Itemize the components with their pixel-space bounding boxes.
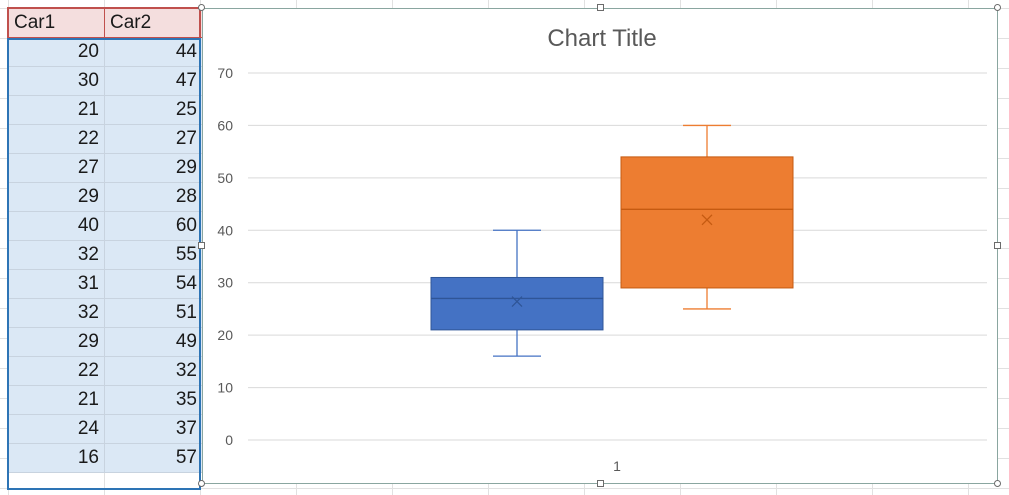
cell-car2[interactable]: 51 <box>104 298 203 328</box>
table-row: 27 29 <box>8 153 203 183</box>
cell-car1[interactable]: 32 <box>8 298 105 328</box>
y-tick-label: 40 <box>217 222 233 238</box>
cell-car1[interactable]: 24 <box>8 414 105 444</box>
cell-car2[interactable]: 60 <box>104 211 203 241</box>
box-series-2[interactable] <box>620 124 794 310</box>
table-row: 32 51 <box>8 298 203 328</box>
cell-car2[interactable]: 47 <box>104 66 203 96</box>
y-tick-label: 60 <box>217 117 233 133</box>
table-row: 22 32 <box>8 356 203 386</box>
table-row: 24 37 <box>8 414 203 444</box>
resize-handle-bottom[interactable] <box>597 480 604 487</box>
table-row: 29 28 <box>8 182 203 212</box>
cell-car1[interactable]: 29 <box>8 182 105 212</box>
box[interactable] <box>620 156 794 289</box>
cell-car1[interactable]: 32 <box>8 240 105 270</box>
cell-car2[interactable]: 27 <box>104 124 203 154</box>
resize-handle-top-left[interactable] <box>198 4 205 11</box>
cell-car1[interactable]: 30 <box>8 66 105 96</box>
cell-car2[interactable]: 37 <box>104 414 203 444</box>
column-header-car1[interactable]: Car1 <box>8 8 105 38</box>
mean-marker <box>511 296 523 308</box>
cell-car2[interactable]: 32 <box>104 356 203 386</box>
table-row: 29 49 <box>8 327 203 357</box>
cell-car2[interactable]: 44 <box>104 37 203 67</box>
y-tick-label: 70 <box>217 65 233 81</box>
cell-car2[interactable]: 49 <box>104 327 203 357</box>
cell-car1[interactable]: 21 <box>8 385 105 415</box>
cell-car2[interactable]: 29 <box>104 153 203 183</box>
cell-car2[interactable]: 55 <box>104 240 203 270</box>
table-row: 21 25 <box>8 95 203 125</box>
box[interactable] <box>430 276 604 331</box>
cell-car1[interactable]: 16 <box>8 443 105 473</box>
table-row: 40 60 <box>8 211 203 241</box>
cell-car2[interactable]: 28 <box>104 182 203 212</box>
data-table: Car1 Car2 20 44 30 47 21 25 22 27 27 29 29 28 40 60 32… <box>8 8 203 473</box>
table-row: 16 57 <box>8 443 203 473</box>
cell-car1[interactable]: 20 <box>8 37 105 67</box>
y-tick-label: 30 <box>217 275 233 291</box>
cell-car2[interactable]: 35 <box>104 385 203 415</box>
chart-title[interactable]: Chart Title <box>547 25 656 52</box>
column-header-car2[interactable]: Car2 <box>104 8 203 38</box>
cell-car1[interactable]: 22 <box>8 356 105 386</box>
cell-car1[interactable]: 29 <box>8 327 105 357</box>
y-tick-label: 10 <box>217 380 233 396</box>
table-row: 31 54 <box>8 269 203 299</box>
cell-car2[interactable]: 54 <box>104 269 203 299</box>
resize-handle-top-right[interactable] <box>994 4 1001 11</box>
table-row: 20 44 <box>8 37 203 67</box>
cell-car1[interactable]: 31 <box>8 269 105 299</box>
y-tick-label: 50 <box>217 170 233 186</box>
cell-car1[interactable]: 21 <box>8 95 105 125</box>
resize-handle-top[interactable] <box>597 4 604 11</box>
resize-handle-left[interactable] <box>198 242 205 249</box>
table-row: 22 27 <box>8 124 203 154</box>
y-tick-label: 20 <box>217 327 233 343</box>
cell-car2[interactable]: 57 <box>104 443 203 473</box>
table-row: 21 35 <box>8 385 203 415</box>
table-row: 32 55 <box>8 240 203 270</box>
cell-car1[interactable]: 27 <box>8 153 105 183</box>
mean-marker <box>701 214 713 226</box>
chart-area[interactable]: Chart Title 0 10 20 30 40 50 60 70 1 <box>202 8 998 484</box>
resize-handle-bottom-left[interactable] <box>198 480 205 487</box>
cell-car1[interactable]: 40 <box>8 211 105 241</box>
resize-handle-right[interactable] <box>994 242 1001 249</box>
cell-car1[interactable]: 22 <box>8 124 105 154</box>
x-category-label: 1 <box>613 458 621 474</box>
box-and-whisker-chart[interactable]: Chart Title 0 10 20 30 40 50 60 70 1 <box>203 9 999 485</box>
table-row: 30 47 <box>8 66 203 96</box>
y-tick-label: 0 <box>225 432 233 448</box>
resize-handle-bottom-right[interactable] <box>994 480 1001 487</box>
header-row: Car1 Car2 <box>8 8 203 38</box>
box-series-1[interactable] <box>430 229 604 357</box>
cell-car2[interactable]: 25 <box>104 95 203 125</box>
